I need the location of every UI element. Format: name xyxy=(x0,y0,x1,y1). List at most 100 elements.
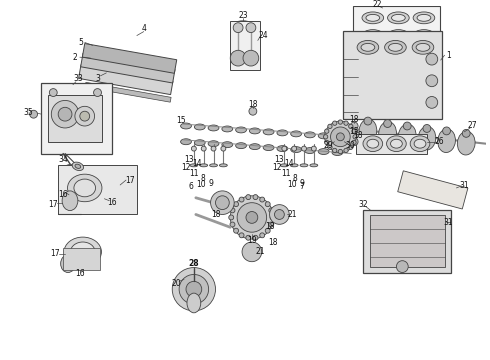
Ellipse shape xyxy=(211,146,216,151)
Ellipse shape xyxy=(187,293,201,313)
Bar xyxy=(82,44,177,73)
Text: 18: 18 xyxy=(265,222,274,231)
Circle shape xyxy=(249,107,257,115)
Ellipse shape xyxy=(416,44,430,51)
Ellipse shape xyxy=(417,32,431,39)
Ellipse shape xyxy=(190,164,198,167)
Ellipse shape xyxy=(300,164,308,167)
Ellipse shape xyxy=(220,164,227,167)
Ellipse shape xyxy=(438,129,455,153)
Circle shape xyxy=(270,204,289,224)
Text: 22: 22 xyxy=(373,0,383,9)
Circle shape xyxy=(337,133,344,141)
Circle shape xyxy=(230,208,235,213)
Circle shape xyxy=(325,121,356,153)
Ellipse shape xyxy=(249,128,260,134)
Circle shape xyxy=(58,107,72,121)
Text: 18: 18 xyxy=(211,210,220,219)
Circle shape xyxy=(186,282,202,297)
Ellipse shape xyxy=(384,120,392,127)
Ellipse shape xyxy=(304,132,315,138)
Ellipse shape xyxy=(221,146,226,151)
Ellipse shape xyxy=(232,46,254,54)
Circle shape xyxy=(323,135,328,139)
Text: 13: 13 xyxy=(274,155,284,164)
Text: 18: 18 xyxy=(248,100,258,109)
Text: 8: 8 xyxy=(200,174,205,183)
Ellipse shape xyxy=(412,40,434,54)
Ellipse shape xyxy=(362,12,384,24)
Ellipse shape xyxy=(389,44,402,51)
Circle shape xyxy=(211,191,234,215)
Circle shape xyxy=(234,228,239,233)
Ellipse shape xyxy=(366,32,380,39)
Text: 14: 14 xyxy=(192,159,201,168)
Text: 12: 12 xyxy=(181,163,191,172)
Bar xyxy=(363,210,451,274)
Bar xyxy=(343,31,441,119)
Ellipse shape xyxy=(263,145,274,150)
Circle shape xyxy=(216,196,229,210)
Ellipse shape xyxy=(318,149,329,154)
Ellipse shape xyxy=(418,126,436,150)
Bar xyxy=(42,83,112,153)
Ellipse shape xyxy=(357,40,379,54)
Text: 17: 17 xyxy=(49,200,58,209)
Ellipse shape xyxy=(208,141,219,147)
Ellipse shape xyxy=(301,146,306,151)
Text: 18: 18 xyxy=(349,114,359,123)
Text: 11: 11 xyxy=(189,169,198,178)
Circle shape xyxy=(338,120,343,124)
Circle shape xyxy=(270,215,275,220)
Circle shape xyxy=(230,50,246,66)
Bar xyxy=(230,21,260,70)
Ellipse shape xyxy=(210,164,218,167)
Circle shape xyxy=(94,89,101,96)
Circle shape xyxy=(80,111,90,121)
Ellipse shape xyxy=(75,164,81,168)
Ellipse shape xyxy=(291,147,301,153)
Ellipse shape xyxy=(379,122,396,145)
Circle shape xyxy=(324,129,329,133)
Ellipse shape xyxy=(304,148,315,153)
Ellipse shape xyxy=(359,119,377,143)
Circle shape xyxy=(344,148,348,153)
Circle shape xyxy=(352,140,356,145)
Text: 30: 30 xyxy=(345,141,355,150)
Text: 29: 29 xyxy=(324,141,333,150)
Text: 28: 28 xyxy=(189,259,199,268)
Ellipse shape xyxy=(263,129,274,135)
Ellipse shape xyxy=(290,164,298,167)
Circle shape xyxy=(243,50,259,66)
Text: 26: 26 xyxy=(435,137,444,146)
Circle shape xyxy=(253,195,258,199)
Ellipse shape xyxy=(392,14,405,21)
Ellipse shape xyxy=(332,134,343,140)
Bar xyxy=(63,248,100,270)
Text: 12: 12 xyxy=(273,163,282,172)
Circle shape xyxy=(328,145,332,149)
Circle shape xyxy=(338,149,343,154)
Text: 17: 17 xyxy=(50,249,60,258)
Circle shape xyxy=(426,75,438,87)
Text: 10: 10 xyxy=(287,180,297,189)
Circle shape xyxy=(246,235,251,240)
Text: 3: 3 xyxy=(95,74,100,83)
Ellipse shape xyxy=(392,32,405,39)
Ellipse shape xyxy=(195,124,205,130)
Text: 21: 21 xyxy=(256,247,266,256)
Circle shape xyxy=(353,135,357,139)
Circle shape xyxy=(234,202,239,207)
Circle shape xyxy=(239,233,244,238)
Ellipse shape xyxy=(64,237,101,267)
Text: 4: 4 xyxy=(141,24,146,33)
Ellipse shape xyxy=(457,131,475,155)
Circle shape xyxy=(260,197,265,202)
Circle shape xyxy=(426,96,438,108)
Text: 24: 24 xyxy=(259,31,269,40)
Text: 10: 10 xyxy=(196,180,206,189)
Ellipse shape xyxy=(442,127,450,135)
Circle shape xyxy=(426,53,438,65)
Circle shape xyxy=(233,23,243,33)
Ellipse shape xyxy=(249,144,260,150)
